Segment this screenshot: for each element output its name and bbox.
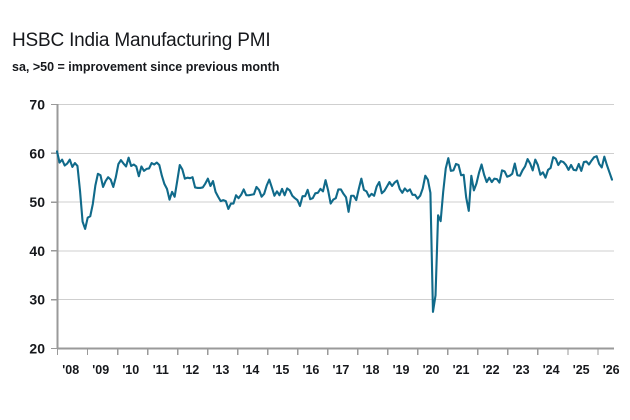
x-tick-label: '14 — [242, 363, 259, 377]
x-tick-label: '21 — [453, 363, 470, 377]
x-tick-label: '11 — [153, 363, 169, 377]
y-tick-label: 50 — [29, 194, 45, 210]
x-tick-label: '17 — [333, 363, 350, 377]
x-tick-label: '20 — [423, 363, 440, 377]
chart-subtitle: sa, >50 = improvement since previous mon… — [12, 60, 280, 74]
y-tick-label: 20 — [29, 341, 45, 357]
x-tick-label: '25 — [573, 363, 590, 377]
plot-area: 20 30 40 50 60 70 '08 '09 '10 '11 '12 '13 '14 '15 '16… — [0, 88, 630, 378]
chart-title: HSBC India Manufacturing PMI — [12, 30, 271, 51]
data-series — [55, 150, 614, 313]
y-axis-labels: 20 30 40 50 60 70 — [29, 97, 45, 357]
x-axis-labels: '08 '09 '10 '11 '12 '13 '14 '15 '16 '17 '18 '19 '20 '… — [62, 363, 619, 377]
y-tick-label: 30 — [29, 292, 45, 308]
pmi-line-chart: 20 30 40 50 60 70 '08 '09 '10 '11 '12 '13 '14 '15 '16… — [29, 97, 619, 378]
x-tick-label: '09 — [92, 363, 109, 377]
y-tick-label: 70 — [29, 97, 45, 113]
y-tick-label: 60 — [29, 145, 45, 161]
x-tick-label: '10 — [122, 363, 139, 377]
x-tick-label: '16 — [302, 363, 319, 377]
gridlines — [51, 103, 614, 350]
x-tick-label: '18 — [363, 363, 380, 377]
x-tick-label: '23 — [513, 363, 530, 377]
x-tick-label: '08 — [62, 363, 79, 377]
x-tick-label: '12 — [182, 363, 199, 377]
series-line-pmi — [55, 150, 614, 313]
x-axis — [56, 104, 614, 355]
x-tick-label: '15 — [272, 363, 289, 377]
y-tick-label: 40 — [29, 243, 45, 259]
x-tick-label: '26 — [603, 363, 620, 377]
x-tick-label: '13 — [212, 363, 229, 377]
x-tick-label: '24 — [543, 363, 560, 377]
x-tick-label: '22 — [483, 363, 500, 377]
x-tick-label: '19 — [393, 363, 410, 377]
